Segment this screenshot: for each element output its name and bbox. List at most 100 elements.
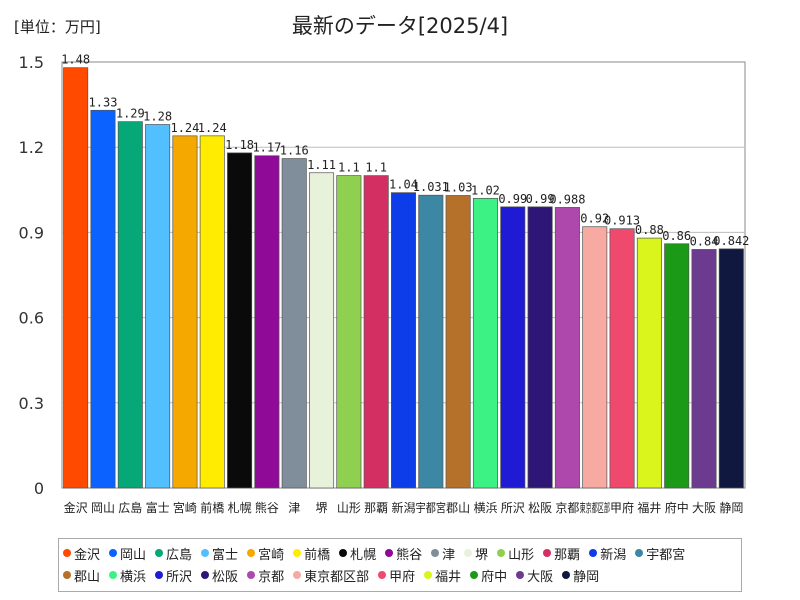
legend-label: 富士 <box>212 547 239 563</box>
bar <box>309 172 335 489</box>
legend-item: 宇都宮 <box>635 542 685 564</box>
legend-label: 津 <box>442 547 456 563</box>
legend-item: 広島 <box>155 542 192 564</box>
legend-swatch-icon <box>293 549 302 557</box>
legend-swatch-icon <box>543 549 552 557</box>
bar <box>609 228 635 489</box>
legend-label: 松阪 <box>212 569 239 585</box>
legend-label: 郡山 <box>74 569 101 585</box>
x-tick-label: 大阪 <box>692 501 716 515</box>
chart-title: 最新のデータ[2025/4] <box>291 14 509 38</box>
y-tick-label: 1.5 <box>19 53 44 72</box>
bar <box>145 124 171 489</box>
legend-swatch-icon <box>635 549 644 557</box>
data-label: 1.16 <box>280 144 309 158</box>
data-label: 1.04 <box>389 178 418 192</box>
x-tick-label: 横浜 <box>473 501 497 515</box>
bar <box>554 207 580 489</box>
legend-item: 横浜 <box>109 564 146 586</box>
y-tick-label: 1.2 <box>19 138 44 157</box>
bar <box>90 109 116 489</box>
x-tick-label: 札幌 <box>228 500 252 515</box>
x-tick-label: 郡山 <box>446 501 470 515</box>
bar <box>172 135 198 489</box>
bar <box>418 194 444 489</box>
legend-label: 札幌 <box>350 547 377 563</box>
data-label: 1.03 <box>444 180 473 194</box>
legend-label: 新潟 <box>600 547 627 563</box>
bar <box>254 155 280 489</box>
legend-swatch-icon <box>464 549 473 557</box>
legend-label: 静岡 <box>573 569 600 585</box>
legend-item: 金沢 <box>63 542 100 564</box>
legend-item: 那覇 <box>543 542 580 564</box>
legend-item: 福井 <box>424 564 461 586</box>
legend-item: 松阪 <box>201 564 238 586</box>
legend-label: 大阪 <box>527 569 554 585</box>
data-label: 0.988 <box>549 192 585 206</box>
legend-label: 所沢 <box>166 569 193 585</box>
legend-label: 横浜 <box>120 569 147 585</box>
x-tick-label: 堺 <box>316 501 328 515</box>
data-label: 0.84 <box>690 234 719 248</box>
legend-label: 岡山 <box>120 547 147 563</box>
data-label: 1.28 <box>143 109 172 123</box>
legend-item: 札幌 <box>339 542 376 564</box>
x-tick-label: 熊谷 <box>255 500 279 515</box>
legend-item: 山形 <box>497 542 534 564</box>
bar <box>281 158 307 489</box>
data-label: 1.1 <box>365 161 387 175</box>
data-label: 0.99 <box>498 192 527 206</box>
legend-swatch-icon <box>385 549 394 557</box>
bar <box>199 135 225 489</box>
legend-swatch-icon <box>424 571 433 579</box>
legend-swatch-icon <box>247 549 256 557</box>
chart-legend: 金沢 岡山 広島 富士 宮崎 前橋 札幌 熊谷 津 堺 山形 那覇 新潟 宇都宮 郡山 横浜 所沢 松阪 京都 東京都… <box>58 538 742 592</box>
legend-swatch-icon <box>155 571 164 579</box>
legend-swatch-icon <box>201 571 210 579</box>
legend-label: 宮崎 <box>258 547 285 563</box>
legend-item: 所沢 <box>155 564 192 586</box>
x-tick-label: 宇都宮 <box>416 500 446 515</box>
legend-swatch-icon <box>497 549 506 557</box>
legend-item: 東京都区部 <box>293 564 369 586</box>
legend-item: 新潟 <box>589 542 626 564</box>
data-label: 1.24 <box>198 121 227 135</box>
legend-swatch-icon <box>378 571 387 579</box>
data-label: 1.02 <box>471 183 500 197</box>
data-label: 1.24 <box>170 121 199 135</box>
legend-item: 宮崎 <box>247 542 284 564</box>
legend-item: 京都 <box>247 564 284 586</box>
data-label: 0.913 <box>604 214 640 228</box>
legend-item: 府中 <box>470 564 507 586</box>
legend-label: 宇都宮 <box>646 547 686 563</box>
bar <box>718 248 744 489</box>
x-tick-label: 宮崎 <box>173 500 197 515</box>
x-tick-label: 静岡 <box>719 501 743 515</box>
legend-label: 京都 <box>258 569 285 585</box>
legend-label: 那覇 <box>554 547 581 563</box>
bar <box>227 152 253 489</box>
data-label: 1.18 <box>225 138 254 152</box>
legend-label: 前橋 <box>304 547 331 563</box>
y-tick-label: 0.6 <box>19 309 44 328</box>
legend-swatch-icon <box>562 571 571 579</box>
x-tick-label: 甲府 <box>610 500 634 515</box>
legend-swatch-icon <box>63 549 71 557</box>
legend-label: 東京都区部 <box>304 569 370 585</box>
x-tick-label: 所沢 <box>501 501 525 515</box>
bar <box>117 121 143 489</box>
legend-label: 甲府 <box>389 569 416 585</box>
legend-label: 金沢 <box>74 547 101 563</box>
bar-chart: 0 0.3 0.6 0.9 1.2 1.5 1.48 金沢 1.33 岡山 1.29 広島 1.28 富士… <box>19 53 750 515</box>
data-label: 1.031 <box>413 180 449 194</box>
unit-label: [単位：万円] <box>14 18 101 36</box>
x-tick-label: 那覇 <box>364 501 388 515</box>
legend-label: 堺 <box>475 547 489 563</box>
legend-label: 広島 <box>166 547 193 563</box>
data-label: 1.29 <box>116 107 145 121</box>
x-tick-label: 福井 <box>637 500 661 515</box>
legend-item: 大阪 <box>516 564 553 586</box>
legend-label: 福井 <box>435 569 462 585</box>
bar <box>636 237 662 489</box>
